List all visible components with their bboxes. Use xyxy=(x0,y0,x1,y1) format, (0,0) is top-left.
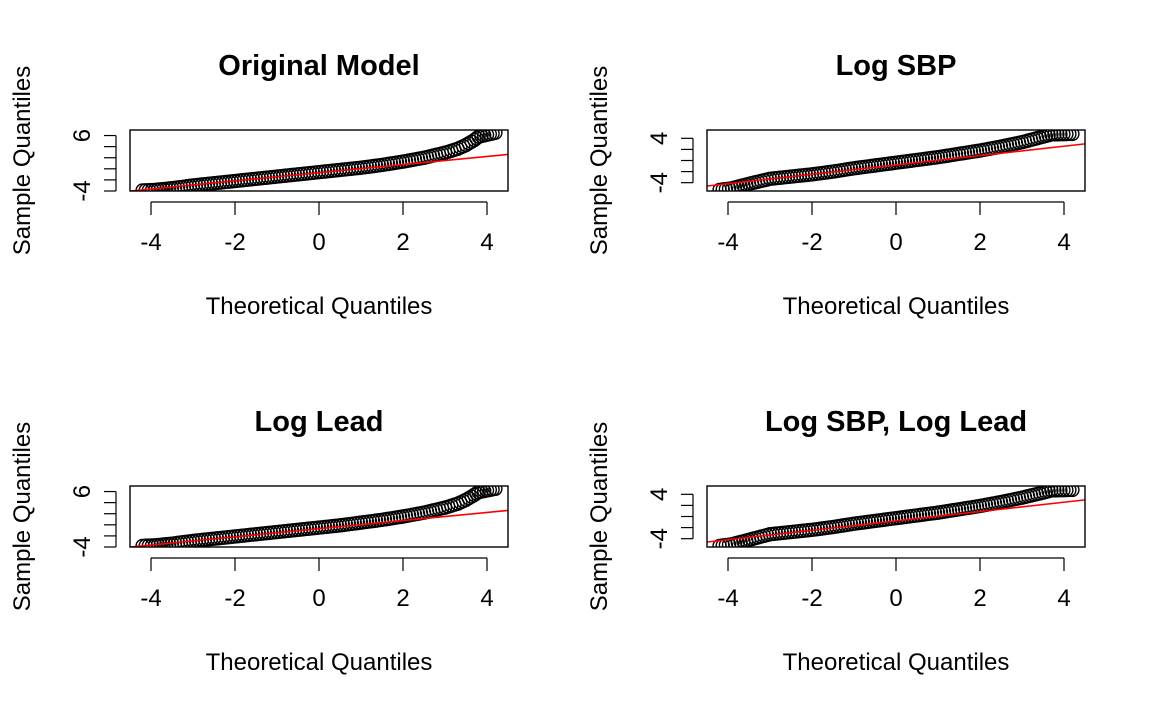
plot-frame xyxy=(129,129,509,192)
y-axis-label: Sample Quantiles xyxy=(9,422,36,611)
data-point xyxy=(1038,486,1053,500)
x-tick-label: -4 xyxy=(717,229,738,256)
data-point xyxy=(474,486,489,499)
data-point xyxy=(1038,130,1053,144)
data-point xyxy=(471,486,486,500)
data-points xyxy=(135,130,503,191)
data-points xyxy=(712,486,1080,547)
data-point xyxy=(1050,130,1065,142)
x-tick-label: -2 xyxy=(801,585,822,612)
y-axis-label: Sample Quantiles xyxy=(9,66,36,255)
y-tick-label: 6 xyxy=(69,129,96,142)
plot-frame xyxy=(706,485,1086,548)
data-point xyxy=(485,486,500,497)
y-tick-label: -4 xyxy=(646,528,673,549)
data-point xyxy=(1050,486,1065,498)
y-tick-label: -4 xyxy=(69,536,96,557)
x-tick-label: 4 xyxy=(480,229,493,256)
x-tick-label: -4 xyxy=(140,585,161,612)
y-axis-label: Sample Quantiles xyxy=(586,422,613,611)
data-point xyxy=(488,130,503,140)
plot-frame xyxy=(706,129,1086,192)
data-point xyxy=(1047,486,1062,498)
data-point xyxy=(488,486,503,496)
y-tick-label: -4 xyxy=(646,172,673,193)
data-point xyxy=(477,130,492,143)
data-point xyxy=(1059,130,1074,142)
data-point xyxy=(1059,486,1074,498)
panel-title: Original Model xyxy=(218,50,419,82)
data-point xyxy=(477,486,492,499)
data-point xyxy=(1062,486,1077,498)
data-point xyxy=(474,130,489,144)
x-tick-label: 2 xyxy=(396,229,409,256)
x-tick-label: 2 xyxy=(973,585,986,612)
data-point xyxy=(1065,486,1080,498)
data-point xyxy=(1062,130,1077,142)
qq-panel-2: Log SBP Theoretical Quantiles Sample Quant… xyxy=(586,50,1086,320)
x-tick-label: -2 xyxy=(224,585,245,612)
data-point xyxy=(479,486,495,498)
qq-panel-3: Log Lead Theoretical Quantiles Sample Quan… xyxy=(9,406,509,676)
x-axis-label: Theoretical Quantiles xyxy=(206,649,433,676)
qq-reference-line xyxy=(130,153,508,191)
x-tick-label: -4 xyxy=(140,229,161,256)
y-tick-label: 4 xyxy=(646,132,673,145)
qq-panel-1: Original Model Theoretical Quantiles Sampl… xyxy=(9,50,509,320)
x-tick-label: 4 xyxy=(480,585,493,612)
x-tick-label: 0 xyxy=(889,229,902,256)
panel-title: Log Lead xyxy=(255,406,384,438)
data-point xyxy=(1044,130,1059,142)
x-tick-label: 0 xyxy=(312,585,325,612)
y-tick-label: 4 xyxy=(646,488,673,501)
data-point xyxy=(1053,486,1068,498)
data-point xyxy=(1056,130,1071,142)
data-point xyxy=(1047,130,1062,142)
data-point xyxy=(1053,130,1068,142)
x-tick-label: -2 xyxy=(224,229,245,256)
qq-reference-line xyxy=(707,499,1085,543)
x-tick-label: 0 xyxy=(312,229,325,256)
data-point xyxy=(1041,486,1056,499)
x-axis-label: Theoretical Quantiles xyxy=(783,649,1010,676)
y-tick-label: 6 xyxy=(69,485,96,498)
data-point xyxy=(479,130,495,142)
data-point xyxy=(1065,130,1080,142)
data-point xyxy=(467,132,482,148)
data-point xyxy=(485,130,500,141)
x-tick-label: -4 xyxy=(717,585,738,612)
data-point xyxy=(467,487,482,503)
panel-title: Log SBP, Log Lead xyxy=(765,406,1027,438)
x-tick-label: 4 xyxy=(1057,585,1070,612)
data-point xyxy=(1056,486,1071,498)
x-tick-label: 2 xyxy=(396,585,409,612)
y-axis-label: Sample Quantiles xyxy=(586,66,613,255)
qq-panel-4: Log SBP, Log Lead Theoretical Quantiles Sa… xyxy=(586,406,1086,676)
data-point xyxy=(1044,486,1059,498)
x-tick-label: 4 xyxy=(1057,229,1070,256)
qq-reference-line xyxy=(707,143,1085,187)
plot-frame xyxy=(129,485,509,548)
data-point xyxy=(482,486,497,498)
x-axis-label: Theoretical Quantiles xyxy=(206,293,433,320)
qq-reference-line xyxy=(130,509,508,547)
x-axis-label: Theoretical Quantiles xyxy=(783,293,1010,320)
x-tick-label: -2 xyxy=(801,229,822,256)
x-tick-label: 0 xyxy=(889,585,902,612)
y-tick-label: -4 xyxy=(69,180,96,201)
data-point xyxy=(1041,130,1056,143)
data-point xyxy=(482,130,497,142)
data-points xyxy=(712,130,1080,191)
panel-title: Log SBP xyxy=(836,50,957,82)
x-tick-label: 2 xyxy=(973,229,986,256)
